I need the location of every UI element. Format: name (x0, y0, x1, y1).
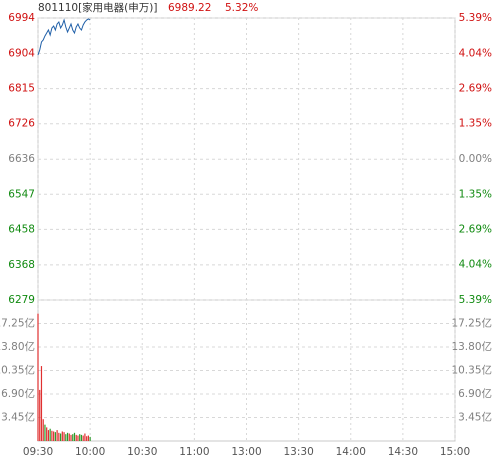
volume-bar (58, 432, 60, 441)
y2-tick-label: 4.04% (459, 47, 492, 59)
y2-tick-label: 5.39% (459, 294, 492, 306)
y2-tick-label: 10.35亿 (451, 364, 492, 377)
x-tick-label: 10:30 (127, 446, 157, 458)
volume-bar (47, 430, 50, 441)
volume-bar (39, 389, 41, 441)
x-tick-label: 14:00 (336, 446, 366, 458)
volume-bar (44, 424, 46, 441)
y-tick-label: 6368 (8, 259, 35, 271)
x-tick-label: 13:00 (231, 446, 261, 458)
volume-bar (80, 434, 83, 441)
y2-tick-label: 0.00% (459, 153, 492, 165)
volume-bar (51, 430, 53, 441)
y2-tick-label: 17.25亿 (451, 317, 492, 330)
y-tick-label: 17.25亿 (0, 317, 35, 330)
volume-bar (82, 435, 84, 441)
volume-bar (59, 433, 62, 441)
volume-bar (77, 435, 79, 441)
y-tick-label: 6994 (8, 12, 35, 24)
y2-tick-label: 5.39% (459, 12, 492, 24)
volume-bar (61, 431, 63, 441)
price-line (37, 18, 91, 56)
volume-bar (66, 432, 69, 441)
volume-bar (68, 433, 70, 441)
volume-bar (53, 431, 55, 441)
y-tick-label: 6726 (8, 118, 35, 130)
y2-tick-label: 6.90亿 (458, 387, 492, 400)
volume-bar (79, 434, 81, 441)
y-tick-label: 6904 (8, 47, 35, 59)
y2-tick-label: 3.45亿 (458, 411, 492, 424)
volume-bar (70, 434, 72, 441)
y-tick-label: 6279 (8, 294, 35, 306)
volume-bar (65, 434, 67, 441)
x-tick-label: 13:30 (283, 446, 313, 458)
y-tick-label: 10.35亿 (0, 364, 35, 377)
y-tick-label: 6636 (8, 153, 35, 165)
x-tick-label: 09:30 (23, 446, 53, 458)
volume-bar (84, 433, 86, 441)
volume-bar (46, 427, 48, 441)
volume-bar (63, 432, 65, 441)
x-tick-label: 11:00 (179, 446, 209, 458)
y-tick-label: 6.90亿 (1, 387, 35, 400)
volume-bar (40, 366, 43, 441)
y2-tick-label: 4.04% (459, 259, 492, 271)
volume-bar (89, 436, 91, 441)
y2-tick-label: 13.80亿 (451, 340, 492, 353)
y-tick-label: 3.45亿 (1, 411, 35, 424)
y-tick-label: 6815 (8, 83, 35, 95)
change-pct: 5.32% (225, 2, 258, 14)
x-tick-label: 14:30 (388, 446, 418, 458)
volume-bar (86, 436, 88, 441)
volume-bar (54, 432, 56, 441)
volume-bar (72, 434, 74, 441)
volume-bar (42, 419, 44, 441)
volume-bar (56, 430, 58, 441)
chart-title: 801110[家用电器(申万)] (38, 1, 157, 14)
volume-bar (87, 435, 89, 441)
volume-bar (49, 428, 51, 441)
y2-tick-label: 2.69% (459, 223, 492, 235)
y2-tick-label: 1.35% (459, 118, 492, 130)
x-tick-label: 15:00 (440, 446, 470, 458)
volume-bar (37, 313, 39, 441)
y-tick-label: 6458 (8, 223, 35, 235)
y-tick-label: 6547 (8, 188, 35, 200)
volume-bar (73, 432, 76, 441)
y2-tick-label: 1.35% (459, 188, 492, 200)
y-tick-label: 13.80亿 (0, 340, 35, 353)
last-price: 6989.22 (168, 2, 211, 14)
x-tick-label: 10:00 (75, 446, 105, 458)
y2-tick-label: 2.69% (459, 83, 492, 95)
volume-bar (75, 434, 77, 441)
